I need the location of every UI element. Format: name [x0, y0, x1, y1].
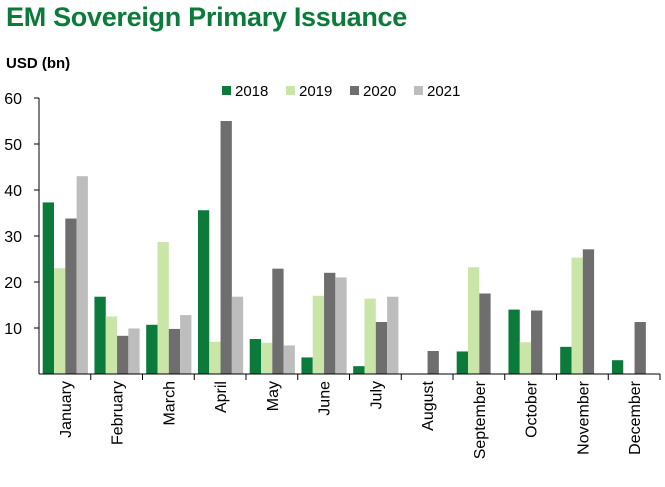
- bar-2018-october: [508, 309, 520, 374]
- bar-2018-february: [94, 296, 106, 374]
- legend-label-2020: 2020: [363, 83, 396, 100]
- bar-2021-june: [335, 277, 347, 374]
- bar-2020-may: [272, 268, 284, 374]
- chart-title: EM Sovereign Primary Issuance: [6, 2, 407, 32]
- x-category-label: June: [317, 381, 334, 416]
- bar-2019-january: [54, 268, 66, 374]
- bar-2019-october: [519, 342, 532, 374]
- y-tick-label: 30: [4, 229, 22, 246]
- bar-2018-july: [353, 366, 365, 374]
- bar-2020-october: [531, 310, 543, 374]
- bar-2019-june: [312, 295, 325, 374]
- bar-2018-april: [197, 210, 210, 374]
- x-category-label: November: [575, 380, 592, 454]
- bar-2020-june: [324, 272, 336, 374]
- x-category-label: March: [161, 381, 178, 425]
- bar-2020-august: [427, 351, 439, 374]
- bar-2018-december: [611, 360, 624, 374]
- bar-2020-september: [479, 293, 491, 374]
- y-tick-label: 60: [4, 91, 22, 108]
- x-category-label: February: [110, 381, 127, 445]
- bar-2018-may: [249, 339, 261, 374]
- bar-2018-january: [42, 202, 54, 374]
- bar-2020-december: [634, 322, 646, 374]
- y-tick-label: 10: [4, 321, 22, 338]
- bar-2020-november: [582, 249, 595, 374]
- y-tick-label: 50: [4, 137, 22, 154]
- x-category-label: July: [368, 381, 385, 409]
- x-category-label: January: [58, 381, 75, 438]
- legend-swatch-2021: [414, 86, 423, 95]
- x-category-label: October: [524, 380, 541, 438]
- bar-2021-january: [76, 176, 88, 374]
- legend-swatch-2018: [222, 86, 231, 95]
- bar-2021-july: [387, 296, 399, 374]
- bar-2019-may: [261, 342, 273, 374]
- bar-2021-march: [180, 315, 192, 374]
- y-tick-label: 20: [4, 275, 22, 292]
- legend-label-2018: 2018: [235, 83, 268, 100]
- bar-2020-february: [117, 335, 129, 374]
- legend-swatch-2019: [286, 86, 295, 95]
- x-category-label: April: [213, 381, 230, 413]
- bar-2018-november: [560, 346, 572, 374]
- y-axis-unit-label: USD (bn): [6, 55, 71, 72]
- bar-2021-april: [231, 296, 244, 374]
- bar-2018-september: [456, 351, 468, 374]
- bar-2019-november: [571, 257, 583, 374]
- x-category-label: August: [420, 380, 437, 430]
- bar-2021-february: [128, 328, 140, 374]
- bar-2018-march: [146, 324, 158, 374]
- bar-2019-september: [468, 267, 480, 374]
- bar-2020-july: [375, 322, 388, 374]
- legend-swatch-2020: [350, 86, 359, 95]
- bar-2020-january: [65, 218, 77, 374]
- bar-2021-may: [283, 345, 295, 374]
- legend-label-2021: 2021: [427, 83, 460, 100]
- y-tick-label: 40: [4, 183, 22, 200]
- bar-2019-july: [364, 298, 376, 374]
- bar-2020-march: [168, 328, 181, 374]
- bar-2019-april: [209, 341, 221, 374]
- bar-2020-april: [220, 121, 232, 374]
- x-category-label: December: [627, 380, 644, 454]
- legend-label-2019: 2019: [299, 83, 332, 100]
- x-category-label: May: [265, 381, 282, 411]
- bar-2019-march: [157, 241, 169, 374]
- x-category-label: September: [472, 380, 489, 459]
- bar-2019-february: [105, 316, 118, 374]
- bar-2018-june: [301, 357, 313, 374]
